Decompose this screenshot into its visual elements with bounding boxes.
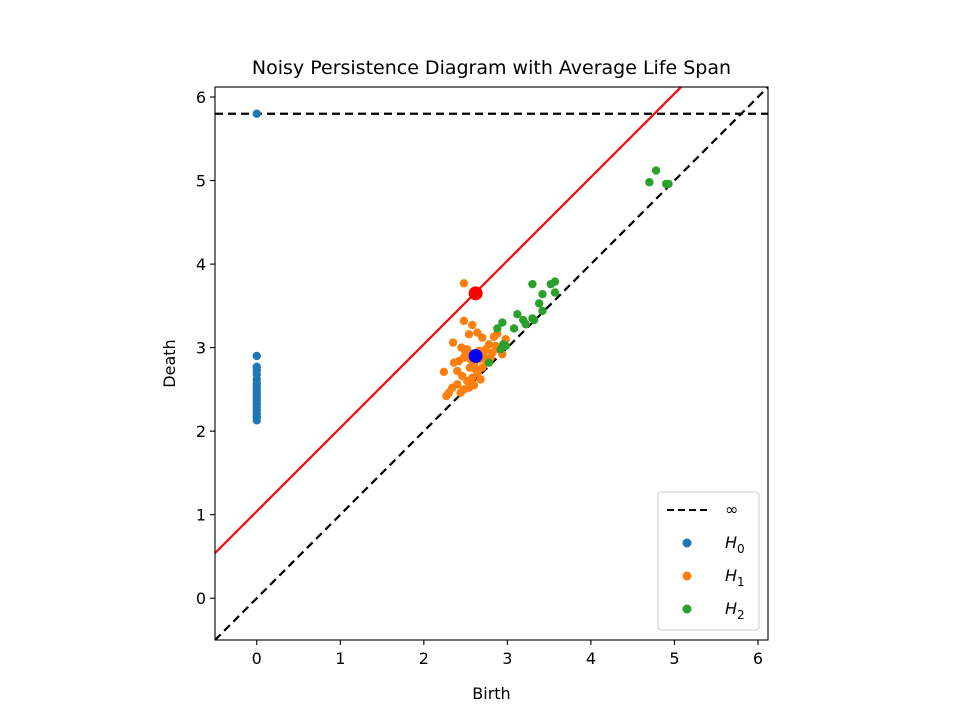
x-tick-label: 5 [669,649,679,668]
y-tick-label: 2 [196,422,206,441]
average-marker-upper [468,286,483,301]
x-tick-label: 6 [753,649,763,668]
h2-point [528,279,537,289]
h2-point [498,318,507,327]
h2-point [509,324,519,333]
average-marker-lower [468,348,483,363]
x-tick-label: 3 [502,649,512,668]
h1-point [478,333,487,342]
y-tick-label: 0 [196,589,206,608]
h2-point [550,277,560,286]
plot-area [215,87,768,640]
h2-point [521,320,530,329]
h2-point [493,324,502,333]
legend-h0-swatch [682,538,692,548]
h2-point [484,358,494,367]
h1-point [468,320,477,330]
h1-point [448,338,458,347]
y-tick-label: 4 [196,255,206,274]
legend-box [657,491,760,631]
legend-h0-label: H0 [725,533,745,556]
x-tick-label: 2 [419,649,429,668]
chart-title: Noisy Persistence Diagram with Average L… [252,57,731,79]
h1-point [481,345,490,354]
h1-point [456,388,465,397]
h1-point [461,348,470,357]
legend-h2-swatch [682,604,692,614]
h2-point [513,310,522,319]
x-tick-label: 1 [335,649,345,668]
h2-point [534,299,544,308]
legend-h1-swatch [682,571,692,581]
h2-point [496,345,505,354]
h1-point [439,367,449,377]
h1-point [464,330,474,339]
h1-point [476,375,485,384]
plot-frame [214,86,769,641]
x-tick-label: 4 [586,649,596,668]
h2-point [645,178,654,187]
y-tick-label: 6 [196,88,206,107]
x-axis: 0 1 2 3 4 5 6 [252,640,763,668]
legend-infinity-label: ∞ [725,500,738,519]
y-axis: 0 1 2 3 4 5 6 [196,88,215,608]
y-axis-label: Death [160,339,179,387]
h1-point [471,365,480,374]
h2-point [529,315,539,325]
h1-point [488,348,497,357]
legend: ∞ H0 H1 H2 [657,491,760,631]
x-axis-label: Birth [472,684,510,703]
h2-point [538,306,547,316]
h1-point [459,279,469,288]
y-tick-label: 5 [196,172,206,191]
h0-point [252,416,261,425]
h1-point [459,316,469,326]
h1-point [449,358,459,367]
y-tick-label: 1 [196,506,206,525]
average-life-span-line [215,87,683,554]
h2-point [550,288,560,297]
x-tick-label: 0 [252,649,262,668]
h2-point [651,166,661,175]
h2-point [664,179,673,189]
h0-point [252,109,261,118]
legend-h1-label: H1 [725,566,745,589]
h2-point [538,289,547,299]
legend-h2-label: H2 [725,599,745,622]
h0-point [252,351,261,361]
h1-point [442,391,451,401]
y-tick-label: 3 [196,339,206,358]
